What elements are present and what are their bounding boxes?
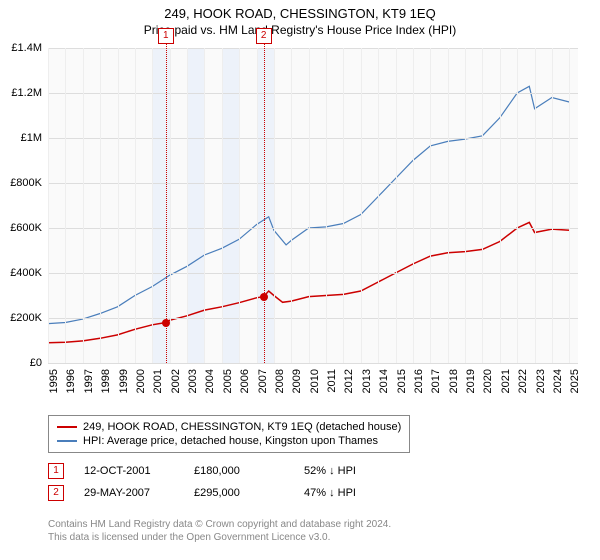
- x-axis-label: 2021: [500, 369, 512, 393]
- date-cell: 12-OCT-2001: [84, 465, 174, 477]
- price-cell: £180,000: [194, 465, 284, 477]
- x-axis-label: 2004: [204, 369, 216, 393]
- legend-label: 249, HOOK ROAD, CHESSINGTON, KT9 1EQ (de…: [83, 421, 401, 433]
- y-axis-label: £800K: [10, 177, 48, 189]
- y-axis-label: £1M: [21, 132, 48, 144]
- y-axis-label: £1.2M: [11, 87, 48, 99]
- chart-container: 249, HOOK ROAD, CHESSINGTON, KT9 1EQ Pri…: [0, 0, 600, 560]
- x-axis-label: 2006: [239, 369, 251, 393]
- x-axis-label: 2009: [291, 369, 303, 393]
- footer-line: Contains HM Land Registry data © Crown c…: [48, 518, 391, 531]
- y-axis-label: £600K: [10, 222, 48, 234]
- x-axis-label: 2020: [482, 369, 494, 393]
- x-axis-label: 2023: [535, 369, 547, 393]
- date-cell: 29-MAY-2007: [84, 487, 174, 499]
- legend: 249, HOOK ROAD, CHESSINGTON, KT9 1EQ (de…: [48, 415, 410, 453]
- x-axis-label: 2012: [343, 369, 355, 393]
- x-axis-label: 2017: [430, 369, 442, 393]
- chart-subtitle: Price paid vs. HM Land Registry's House …: [0, 21, 600, 41]
- x-axis-label: 2014: [378, 369, 390, 393]
- data-point-dot: [162, 319, 170, 327]
- chart-marker-badge: 2: [256, 28, 272, 44]
- chart-title: 249, HOOK ROAD, CHESSINGTON, KT9 1EQ: [0, 0, 600, 21]
- y-axis-label: £200K: [10, 312, 48, 324]
- data-point-dot: [260, 293, 268, 301]
- marker-badge: 2: [48, 485, 64, 501]
- x-axis-label: 2005: [222, 369, 234, 393]
- x-axis-label: 2022: [517, 369, 529, 393]
- legend-swatch: [57, 426, 77, 428]
- price-cell: £295,000: [194, 487, 284, 499]
- chart-marker-badge: 1: [158, 28, 174, 44]
- x-axis-label: 2025: [569, 369, 581, 393]
- y-axis-label: £0: [30, 357, 48, 369]
- x-axis-label: 2013: [361, 369, 373, 393]
- legend-label: HPI: Average price, detached house, King…: [83, 435, 378, 447]
- chart-lines-svg: [48, 48, 578, 363]
- table-row: 2 29-MAY-2007 £295,000 47% ↓ HPI: [48, 482, 394, 504]
- x-axis-label: 2008: [274, 369, 286, 393]
- x-axis-label: 2024: [552, 369, 564, 393]
- legend-item: HPI: Average price, detached house, King…: [57, 434, 401, 448]
- x-axis-label: 2003: [187, 369, 199, 393]
- x-axis-label: 1999: [118, 369, 130, 393]
- legend-swatch: [57, 440, 77, 442]
- footer-attribution: Contains HM Land Registry data © Crown c…: [48, 518, 391, 544]
- pct-cell: 52% ↓ HPI: [304, 465, 394, 477]
- y-axis-label: £400K: [10, 267, 48, 279]
- legend-item: 249, HOOK ROAD, CHESSINGTON, KT9 1EQ (de…: [57, 420, 401, 434]
- x-axis-label: 1995: [48, 369, 60, 393]
- x-axis-label: 2011: [326, 369, 338, 393]
- marker-badge: 1: [48, 463, 64, 479]
- footer-line: This data is licensed under the Open Gov…: [48, 531, 391, 544]
- x-axis-label: 2001: [152, 369, 164, 393]
- x-axis-label: 2019: [465, 369, 477, 393]
- transaction-table: 1 12-OCT-2001 £180,000 52% ↓ HPI 2 29-MA…: [48, 460, 394, 504]
- x-axis-label: 2015: [396, 369, 408, 393]
- x-axis-label: 2002: [170, 369, 182, 393]
- y-axis-label: £1.4M: [11, 42, 48, 54]
- x-axis-label: 1997: [83, 369, 95, 393]
- table-row: 1 12-OCT-2001 £180,000 52% ↓ HPI: [48, 460, 394, 482]
- x-axis-label: 2016: [413, 369, 425, 393]
- x-axis-label: 2018: [448, 369, 460, 393]
- x-axis-label: 1996: [65, 369, 77, 393]
- x-axis-label: 2010: [309, 369, 321, 393]
- pct-cell: 47% ↓ HPI: [304, 487, 394, 499]
- x-axis-label: 2000: [135, 369, 147, 393]
- x-axis-label: 1998: [100, 369, 112, 393]
- x-axis-label: 2007: [257, 369, 269, 393]
- chart-plot-area: £0£200K£400K£600K£800K£1M£1.2M£1.4M19951…: [48, 48, 578, 363]
